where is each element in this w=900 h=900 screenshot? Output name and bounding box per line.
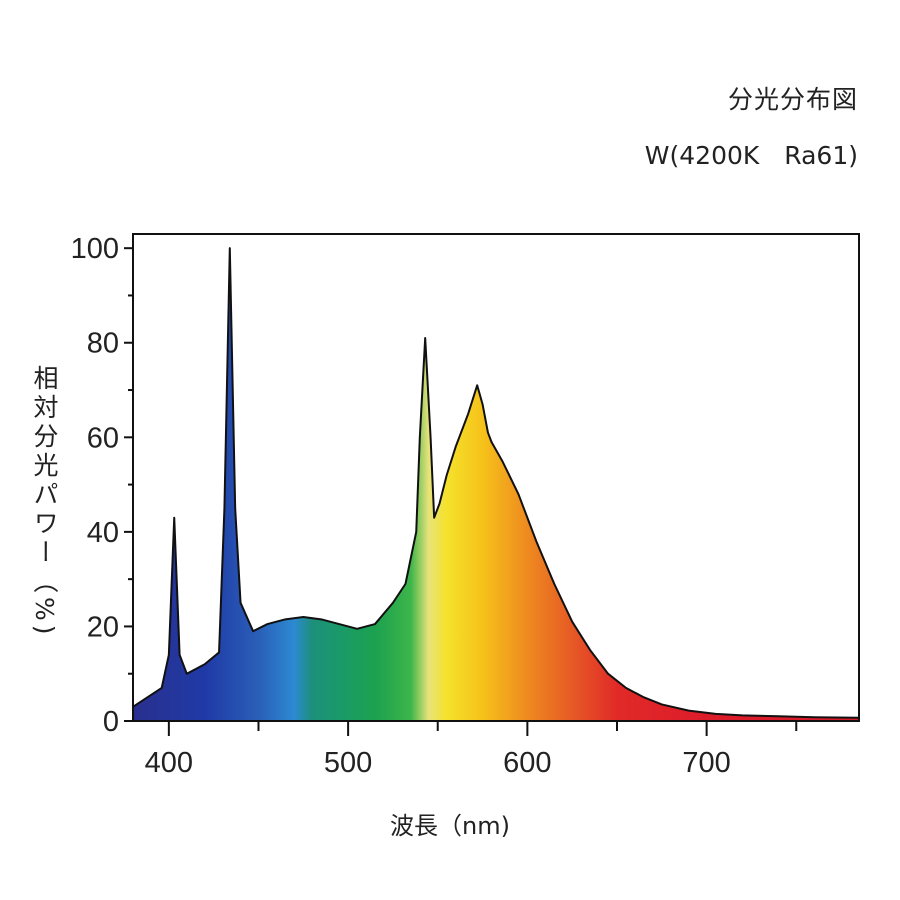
y-tick-label: 100 [71, 233, 119, 265]
plot-frame [132, 233, 860, 722]
spectrum-area-0 [133, 248, 859, 722]
y-axis-label: 相対分光パワー（%) [30, 365, 59, 639]
x-tick-label: 600 [503, 747, 551, 779]
y-tick-label: 0 [103, 706, 119, 738]
spectrum-outline-0 [132, 247, 860, 719]
chart-subtitle: W(4200K Ra61) [644, 141, 858, 170]
chart-title: 分光分布図 [727, 85, 858, 114]
y-tick-label: 60 [87, 422, 119, 454]
title-block: 分光分布図 W(4200K Ra61) [645, 80, 858, 176]
y-tick-label: 40 [87, 517, 119, 549]
y-tick-label: 20 [87, 611, 119, 643]
x-tick-label: 700 [682, 747, 730, 779]
x-tick-label: 500 [324, 747, 372, 779]
y-tick-label: 80 [87, 328, 119, 360]
x-tick-label: 400 [145, 747, 193, 779]
x-axis-label: 波長（nm) [390, 812, 510, 840]
axes-layer: 0 20 40 60 80 100 400 500 600 700 [71, 233, 860, 779]
plot-layer [132, 247, 860, 722]
